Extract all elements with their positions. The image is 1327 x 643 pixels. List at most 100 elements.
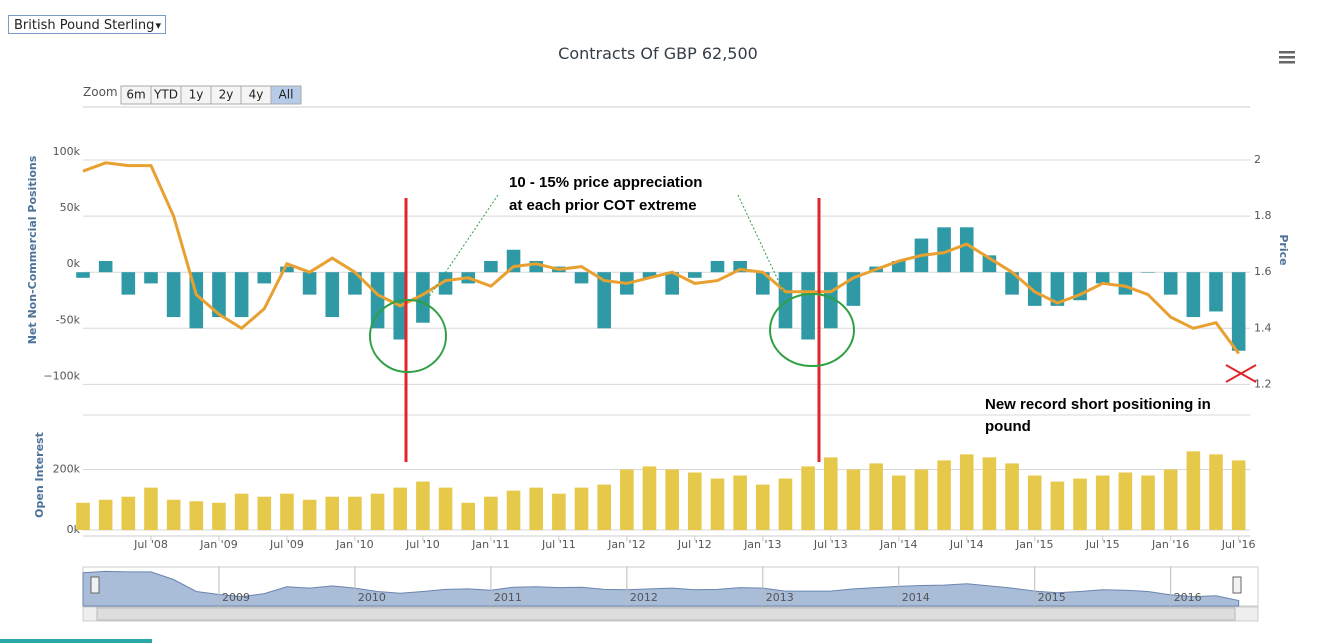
bar	[212, 272, 226, 318]
annotation: 10 - 15% price appreciation	[509, 174, 702, 191]
bar	[1141, 475, 1155, 530]
bar	[1209, 272, 1223, 312]
zoom-button-label: 4y	[249, 88, 264, 102]
bar	[823, 457, 838, 530]
bar	[121, 272, 136, 295]
bar	[438, 272, 453, 295]
bar	[1231, 272, 1246, 351]
x-tick-label: Jan '14	[879, 538, 917, 551]
bar	[620, 469, 634, 530]
bar	[189, 501, 204, 530]
bar	[166, 272, 181, 318]
bar	[801, 466, 815, 530]
currency-dropdown[interactable]: British Pound Sterling	[8, 15, 166, 35]
bar	[1027, 475, 1042, 530]
x-tick-label: Jan '16	[1151, 538, 1189, 551]
x-tick-label: Jan '10	[335, 538, 373, 551]
bar	[76, 502, 90, 530]
bar	[597, 272, 611, 329]
bar	[733, 260, 747, 273]
bar	[144, 487, 158, 530]
bar	[665, 469, 679, 530]
navigator-area	[82, 570, 1240, 607]
bar	[302, 499, 317, 530]
bar	[348, 272, 362, 295]
x-tick-label: Jul '14	[949, 538, 984, 551]
x-tick-label: Jan '11	[471, 538, 509, 551]
navigator-label: 2016	[1174, 591, 1202, 604]
zoom-button-label: 2y	[219, 88, 234, 102]
bar	[869, 463, 883, 530]
price-line	[82, 161, 1240, 355]
bar	[1118, 472, 1133, 530]
zoom-label: Zoom	[83, 85, 118, 99]
bar	[325, 272, 340, 318]
highlight-ellipse	[369, 299, 447, 373]
bar	[1005, 463, 1019, 530]
y2-axis-title: Price	[1277, 234, 1290, 265]
bar	[574, 487, 589, 530]
navigator-label: 2012	[630, 591, 658, 604]
bar	[756, 272, 770, 295]
scrollbar-thumb[interactable]	[96, 607, 1236, 621]
bar	[756, 484, 770, 530]
bar	[1027, 272, 1042, 306]
bar	[98, 499, 113, 530]
x-tick-label: Jul '10	[405, 538, 440, 551]
navigator-handle[interactable]	[90, 576, 100, 594]
navigator-label: 2010	[358, 591, 386, 604]
zoom-button[interactable]	[270, 85, 302, 105]
x-tick-label: Jan '12	[607, 538, 645, 551]
bar	[597, 484, 611, 530]
bar	[461, 502, 476, 530]
navigator-handle[interactable]	[1232, 576, 1242, 594]
zoom-button-label: YTD	[153, 88, 178, 102]
x-tick-label: Jul '12	[677, 538, 712, 551]
pointer	[419, 194, 499, 311]
menu-icon[interactable]	[1279, 51, 1295, 64]
navigator-label: 2011	[494, 591, 522, 604]
bar	[1231, 460, 1246, 530]
bar	[257, 272, 272, 284]
navigator-label: 2013	[766, 591, 794, 604]
zoom-button-label: 1y	[189, 88, 204, 102]
bar	[801, 272, 815, 340]
navigator-label: 2014	[902, 591, 930, 604]
y2-tick-label: 1.2	[1254, 377, 1272, 390]
y2-tick-label: 1.6	[1254, 265, 1272, 278]
bar	[416, 481, 430, 530]
y2-tick-label: 1.8	[1254, 209, 1272, 222]
zoom-button-label: All	[279, 88, 294, 102]
bar	[506, 490, 521, 530]
y2-tick-label: 1.4	[1254, 321, 1272, 334]
bar	[642, 466, 657, 530]
bar	[76, 272, 90, 278]
bar	[393, 487, 408, 530]
x-tick-label: Jul '16	[1221, 538, 1256, 551]
annotation: at each prior COT extreme	[509, 197, 697, 214]
x-tick-label: Jan '15	[1015, 538, 1053, 551]
bar	[529, 487, 544, 530]
x-tick-label: Jul '11	[541, 538, 576, 551]
pointer	[737, 194, 786, 296]
bar	[1141, 272, 1155, 273]
bar	[1005, 272, 1019, 295]
bar	[552, 493, 566, 530]
y-tick-label: -50k	[56, 313, 81, 326]
cross	[1225, 364, 1257, 383]
bar	[710, 478, 725, 530]
y3-axis-title: Open Interest	[33, 432, 46, 518]
chart-title: Contracts Of GBP 62,500	[558, 44, 758, 63]
bar	[1163, 272, 1178, 295]
bar	[574, 272, 589, 284]
x-tick-label: Jan '09	[199, 538, 237, 551]
y-tick-label: 100k	[53, 145, 81, 158]
bar	[710, 260, 725, 273]
bar	[846, 469, 861, 530]
highlight-ellipse	[769, 293, 855, 367]
bar	[348, 496, 362, 530]
zoom-button-label: 6m	[126, 88, 145, 102]
bar	[529, 260, 544, 273]
